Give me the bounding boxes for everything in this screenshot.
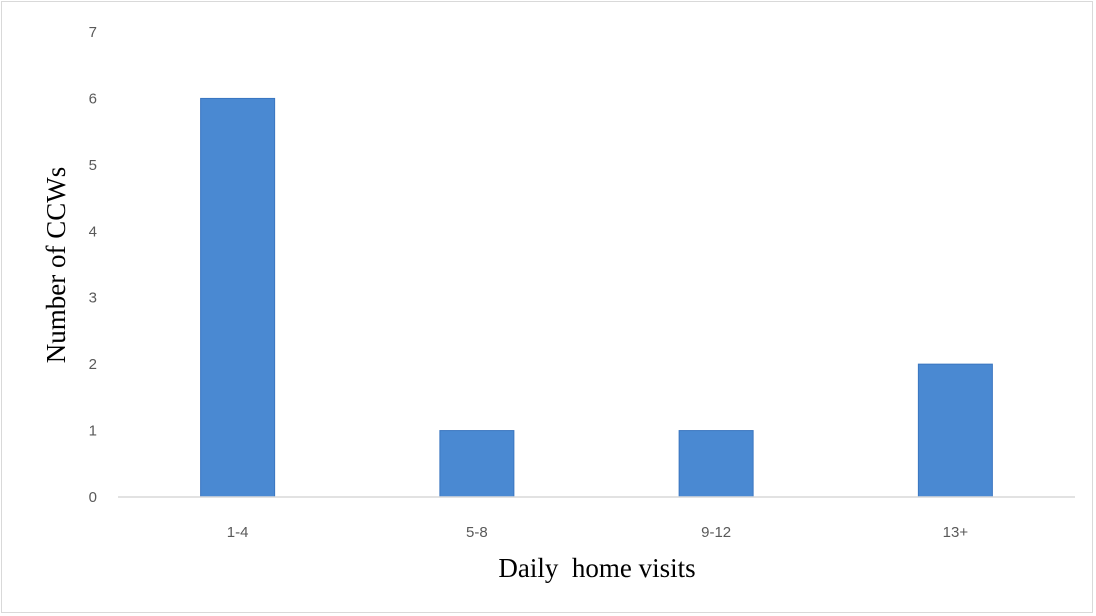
- x-tick-label: 9-12: [701, 524, 731, 541]
- y-tick-label: 3: [89, 290, 97, 307]
- y-tick-label: 5: [89, 157, 97, 174]
- bar-9-12: [678, 430, 754, 498]
- y-axis-ticks: 0 1 2 3 4 5 6 7: [89, 24, 97, 506]
- bar-1-4: [200, 97, 276, 498]
- bar-13+: [917, 363, 993, 498]
- y-tick-label: 0: [89, 489, 97, 506]
- x-axis-title: Daily home visits: [498, 553, 695, 583]
- bars: [200, 97, 993, 498]
- y-tick-label: 7: [89, 24, 97, 41]
- x-tick-label: 5-8: [466, 524, 488, 541]
- y-tick-label: 4: [89, 223, 97, 240]
- x-tick-label: 13+: [943, 524, 969, 541]
- bar-5-8: [439, 430, 515, 498]
- y-tick-label: 1: [89, 423, 97, 440]
- y-tick-label: 6: [89, 90, 97, 107]
- x-axis-ticks: 1-4 5-8 9-12 13+: [227, 524, 969, 541]
- y-tick-label: 2: [89, 356, 97, 373]
- x-tick-label: 1-4: [227, 524, 249, 541]
- y-axis-title: Number of CCWs: [41, 167, 71, 363]
